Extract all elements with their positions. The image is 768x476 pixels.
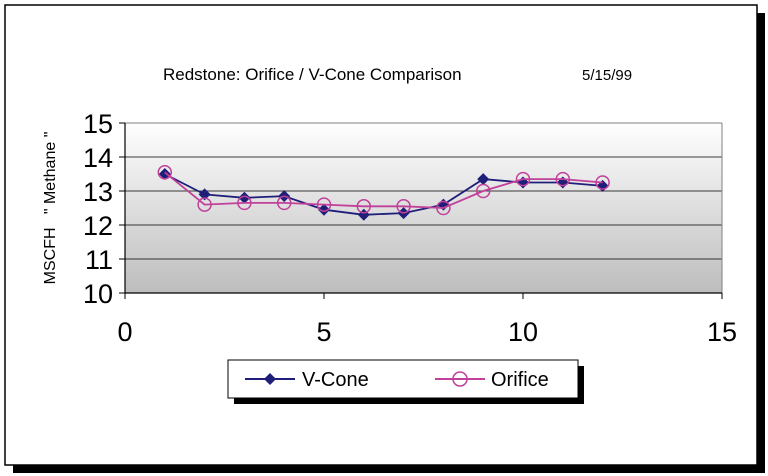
data-point-circle	[356, 199, 372, 214]
y-tick-label: 14	[83, 143, 113, 173]
series-layer	[157, 165, 610, 221]
y-tick-label: 13	[83, 177, 113, 207]
data-point-circle	[475, 183, 491, 199]
legend-entry-orifice: Orifice	[435, 369, 549, 391]
y-tick-label: 11	[85, 245, 113, 275]
data-point-diamond	[198, 188, 211, 201]
data-point-circle	[396, 199, 411, 214]
series-line	[164, 173, 603, 216]
chart-title: Redstone: Orifice / V-Cone Comparison	[163, 65, 462, 84]
legend-entry-vcone: V-Cone	[245, 369, 369, 391]
data-point-circle	[157, 165, 173, 180]
data-point-circle	[515, 171, 531, 187]
data-point-circle	[436, 200, 451, 216]
data-point-diamond	[158, 168, 171, 180]
data-point-diamond	[477, 173, 490, 186]
y-tick-label: 12	[83, 211, 113, 241]
x-tick-label: 0	[117, 317, 132, 347]
data-point-circle	[197, 197, 212, 212]
data-point-circle	[316, 197, 332, 212]
y-tick-label: 15	[83, 109, 113, 139]
x-tick-label: 10	[508, 317, 538, 347]
x-tick-label: 5	[316, 317, 331, 347]
data-point-circle	[555, 171, 571, 187]
x-tick-label: 15	[707, 317, 737, 347]
legend-vcone-marker	[264, 373, 276, 385]
axis-ticks: 10 11 12 13 14 15 0 5 10 15	[83, 109, 737, 347]
data-point-diamond	[318, 203, 330, 216]
data-point-circle	[276, 195, 292, 211]
data-point-circle	[595, 175, 610, 190]
series-orifice	[157, 165, 610, 216]
legend-vcone-label: V-Cone	[302, 369, 369, 391]
legend: V-Cone Orifice	[227, 359, 584, 404]
legend-orifice-label: Orifice	[491, 369, 549, 391]
gridlines	[125, 156, 722, 260]
chart-subtitle: 5/15/99	[582, 67, 632, 84]
data-point-diamond	[238, 191, 251, 204]
y-axis-label: MSCFH " Methane "	[42, 132, 59, 285]
legend-orifice-marker	[452, 371, 468, 387]
data-point-circle	[237, 195, 252, 211]
y-tick-label: 10	[83, 279, 113, 309]
